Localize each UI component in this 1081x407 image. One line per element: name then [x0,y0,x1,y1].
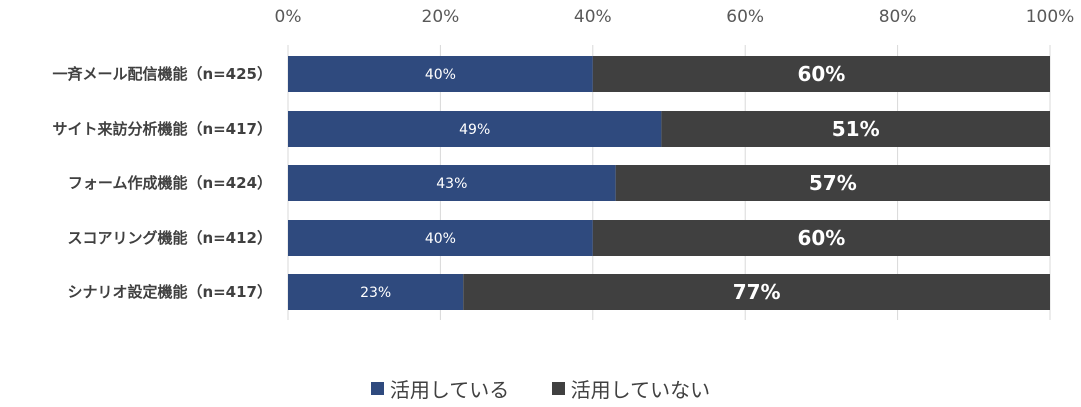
bar-using [288,56,593,92]
data-label: 43% [436,176,467,192]
legend-item-not-using: 活用していない [551,374,711,403]
data-label: 40% [425,231,456,247]
x-tick-label: 0% [275,7,302,27]
x-axis-ticks: 0% 20% 40% 60% 80% 100% [275,7,1075,27]
bar-not-using [592,220,1050,256]
bars [288,56,1050,310]
bar-using [288,165,616,201]
x-tick-label: 60% [726,7,764,27]
data-label: 40% [425,67,456,83]
category-label: スコアリング機能（n=412） [67,229,272,247]
x-tick-label: 20% [422,7,460,27]
category-label: フォーム作成機能（n=424） [68,174,272,192]
bar-not-using [615,165,1050,201]
category-label: サイト来訪分析機能（n=417） [52,120,272,138]
category-label: シナリオ設定機能（n=417） [67,283,272,301]
bar-using [288,111,662,147]
bar-using [288,220,593,256]
category-label: 一斉メール配信機能（n=425） [52,65,272,83]
data-label: 77% [733,280,781,304]
data-label: 51% [832,117,880,141]
legend-label-using: 活用している [389,378,510,402]
bar-not-using [592,56,1050,92]
legend-item-using: 活用している [370,374,510,403]
data-label: 49% [459,122,490,138]
legend-label-not-using: 活用していない [570,378,711,402]
bar-not-using [463,274,1050,310]
x-tick-label: 80% [879,7,917,27]
x-tick-label: 100% [1026,7,1075,27]
bar-using [288,274,464,310]
data-labels: 40% 60% 49% 51% 43% 57% 40% 60% 23% 77% [360,62,880,304]
category-labels: 一斉メール配信機能（n=425） サイト来訪分析機能（n=417） フォーム作成機能… [52,65,272,301]
data-label: 60% [797,226,845,250]
legend-swatch-not-using [551,382,565,395]
data-label: 57% [809,171,857,195]
bar-not-using [661,111,1050,147]
x-tick-label: 40% [574,7,612,27]
data-label: 60% [797,62,845,86]
legend-swatch-using [370,382,384,395]
data-label: 23% [360,285,391,301]
legend: 活用している 活用していない [0,374,1081,403]
